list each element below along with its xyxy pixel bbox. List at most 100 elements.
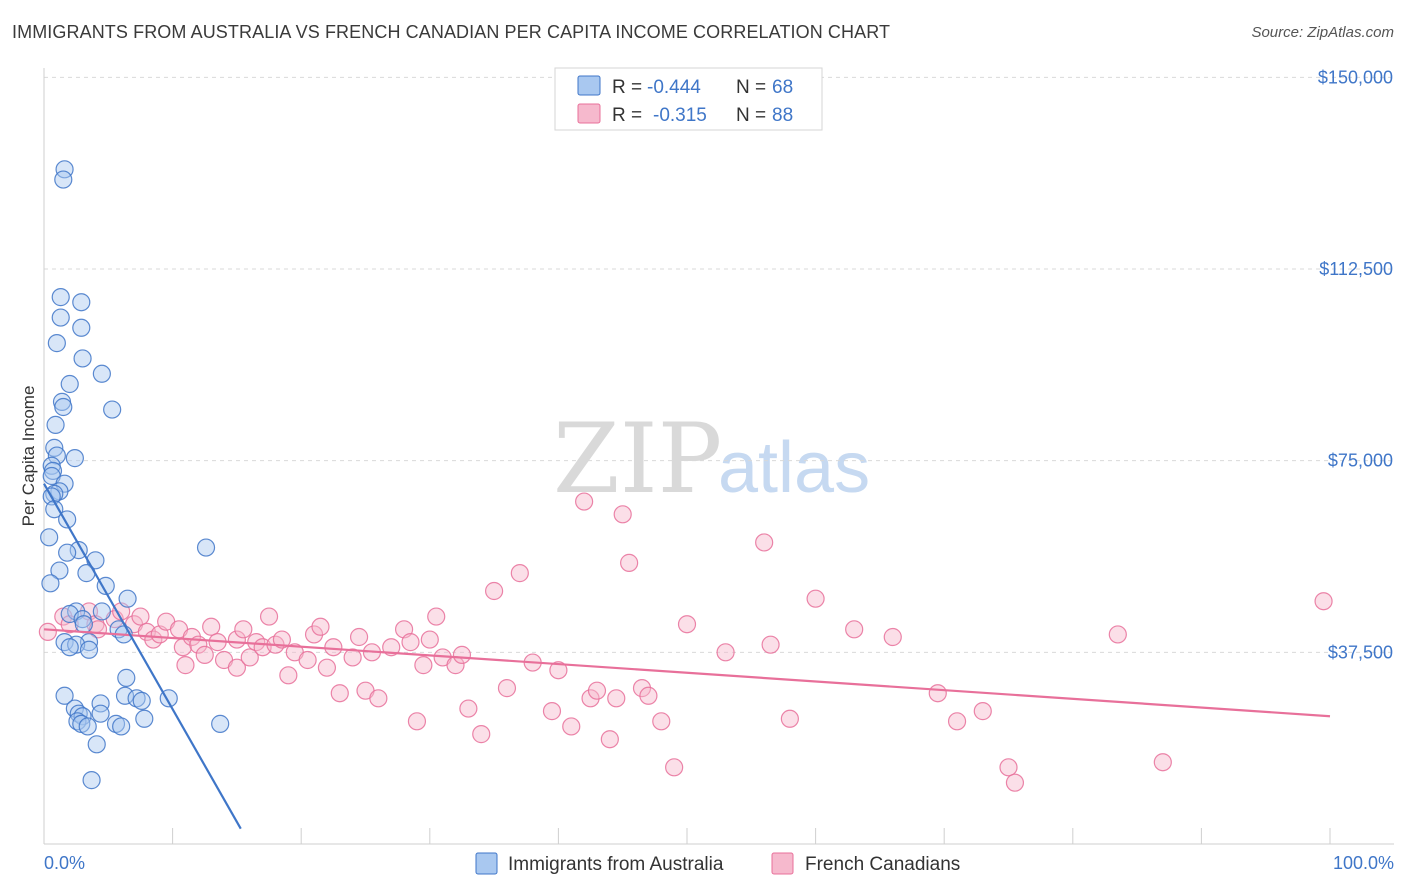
data-point-australia xyxy=(118,589,137,608)
data-point-australia xyxy=(72,318,91,337)
data-point-french-canadians xyxy=(1314,592,1333,611)
data-point-french-canadians xyxy=(38,622,57,641)
bottom-legend-swatch-pink xyxy=(771,852,794,875)
data-point-french-canadians xyxy=(407,712,427,731)
y-tick-label: $75,000 xyxy=(1328,451,1393,471)
correlation-legend: R = -0.444 N = 68 R = -0.315 N = 88 xyxy=(554,67,823,131)
data-point-australia xyxy=(117,668,136,687)
legend-r-value-pink: -0.315 xyxy=(653,105,707,126)
data-point-french-canadians xyxy=(279,666,298,685)
data-point-french-canadians xyxy=(510,564,529,583)
data-point-french-canadians xyxy=(131,607,150,626)
data-point-french-canadians xyxy=(677,615,697,634)
legend-r-value-blue: -0.444 xyxy=(647,77,701,98)
data-point-australia xyxy=(103,400,122,419)
data-point-french-canadians xyxy=(343,648,362,667)
data-point-french-canadians xyxy=(414,656,433,675)
data-point-french-canadians xyxy=(542,702,562,721)
trend-line-french-canadians xyxy=(43,628,1331,718)
data-point-french-canadians xyxy=(234,620,253,639)
legend-n-label-pink: N = xyxy=(736,105,766,126)
data-point-french-canadians xyxy=(607,689,626,708)
data-point-french-canadians xyxy=(176,656,195,675)
y-tick-label: $112,500 xyxy=(1319,259,1393,279)
data-point-french-canadians xyxy=(947,712,967,731)
data-point-french-canadians xyxy=(755,533,774,552)
data-point-french-canadians xyxy=(311,617,330,636)
data-point-australia xyxy=(106,714,126,733)
y-tick-label: $150,000 xyxy=(1318,67,1393,87)
data-point-french-canadians xyxy=(845,620,864,639)
data-point-australia xyxy=(65,449,84,468)
data-point-australia xyxy=(60,374,79,394)
data-point-australia xyxy=(55,633,74,652)
data-point-australia xyxy=(127,689,146,708)
data-point-australia xyxy=(40,528,59,547)
bottom-legend-label-australia: Immigrants from Australia xyxy=(508,854,724,875)
data-point-french-canadians xyxy=(317,658,337,677)
data-point-australia xyxy=(91,704,110,723)
data-point-french-canadians xyxy=(716,643,735,662)
data-point-australia xyxy=(51,308,70,327)
source-credit: Source: ZipAtlas.com xyxy=(1251,24,1394,41)
data-point-australia xyxy=(115,686,135,705)
data-point-french-canadians xyxy=(401,633,420,652)
data-point-australia xyxy=(135,709,154,728)
data-point-australia xyxy=(51,288,70,307)
data-point-australia xyxy=(58,543,77,562)
legend-swatch-blue xyxy=(577,75,601,96)
data-point-french-canadians xyxy=(806,589,825,608)
data-point-french-canadians xyxy=(420,630,439,649)
y-tick-label: $37,500 xyxy=(1328,642,1393,662)
bottom-legend-label-french: French Canadians xyxy=(805,854,960,875)
data-point-french-canadians xyxy=(639,686,658,705)
chart-title: IMMIGRANTS FROM AUSTRALIA VS FRENCH CANA… xyxy=(12,22,891,42)
watermark-zip: ZIP xyxy=(553,403,722,515)
x-tick-label-start: 0.0% xyxy=(44,853,85,873)
data-point-french-canadians xyxy=(600,730,619,749)
data-point-australia xyxy=(132,691,151,710)
data-point-french-canadians xyxy=(240,648,259,667)
data-point-french-canadians xyxy=(324,638,343,657)
data-point-australia xyxy=(211,714,230,733)
data-point-australia xyxy=(92,364,111,383)
data-point-australia xyxy=(50,561,69,580)
data-point-french-canadians xyxy=(227,658,246,677)
watermark-atlas: atlas xyxy=(718,428,870,508)
trend-lines xyxy=(43,483,1331,830)
data-point-australia xyxy=(82,771,101,790)
data-point-french-canadians xyxy=(259,607,279,626)
series-legend: Immigrants from Australia French Canadia… xyxy=(475,852,960,875)
data-point-french-canadians xyxy=(973,702,992,721)
data-point-french-canadians xyxy=(549,661,568,680)
data-point-french-canadians xyxy=(761,635,780,654)
data-point-australia xyxy=(87,735,106,754)
data-point-australia xyxy=(78,717,97,736)
legend-n-value-pink: 88 xyxy=(772,105,793,126)
data-point-australia xyxy=(92,602,111,621)
y-tick-labels: $37,500 $75,000 $112,500 $150,000 xyxy=(1318,67,1393,662)
data-point-french-canadians xyxy=(298,650,317,670)
data-point-french-canadians xyxy=(330,684,349,703)
legend-n-value-blue: 68 xyxy=(772,77,793,98)
data-point-french-canadians xyxy=(652,712,671,731)
data-point-french-canadians xyxy=(349,627,369,647)
data-point-australia xyxy=(196,538,216,557)
data-point-french-canadians xyxy=(485,581,504,601)
data-point-french-canadians xyxy=(883,627,902,647)
legend-r-label-blue: R = xyxy=(612,77,642,98)
data-point-australia xyxy=(96,576,115,595)
data-point-french-canadians xyxy=(1108,625,1127,644)
data-point-australia xyxy=(46,415,65,434)
legend-n-label-blue: N = xyxy=(736,77,766,98)
data-point-australia xyxy=(54,397,73,417)
data-point-australia xyxy=(60,638,79,657)
data-point-french-canadians xyxy=(497,679,517,698)
data-point-french-canadians xyxy=(427,607,446,626)
data-point-french-canadians xyxy=(620,553,639,572)
data-point-australia xyxy=(55,686,74,705)
data-point-australia xyxy=(73,349,92,368)
data-point-french-canadians xyxy=(369,689,388,708)
data-point-australia xyxy=(112,717,131,736)
